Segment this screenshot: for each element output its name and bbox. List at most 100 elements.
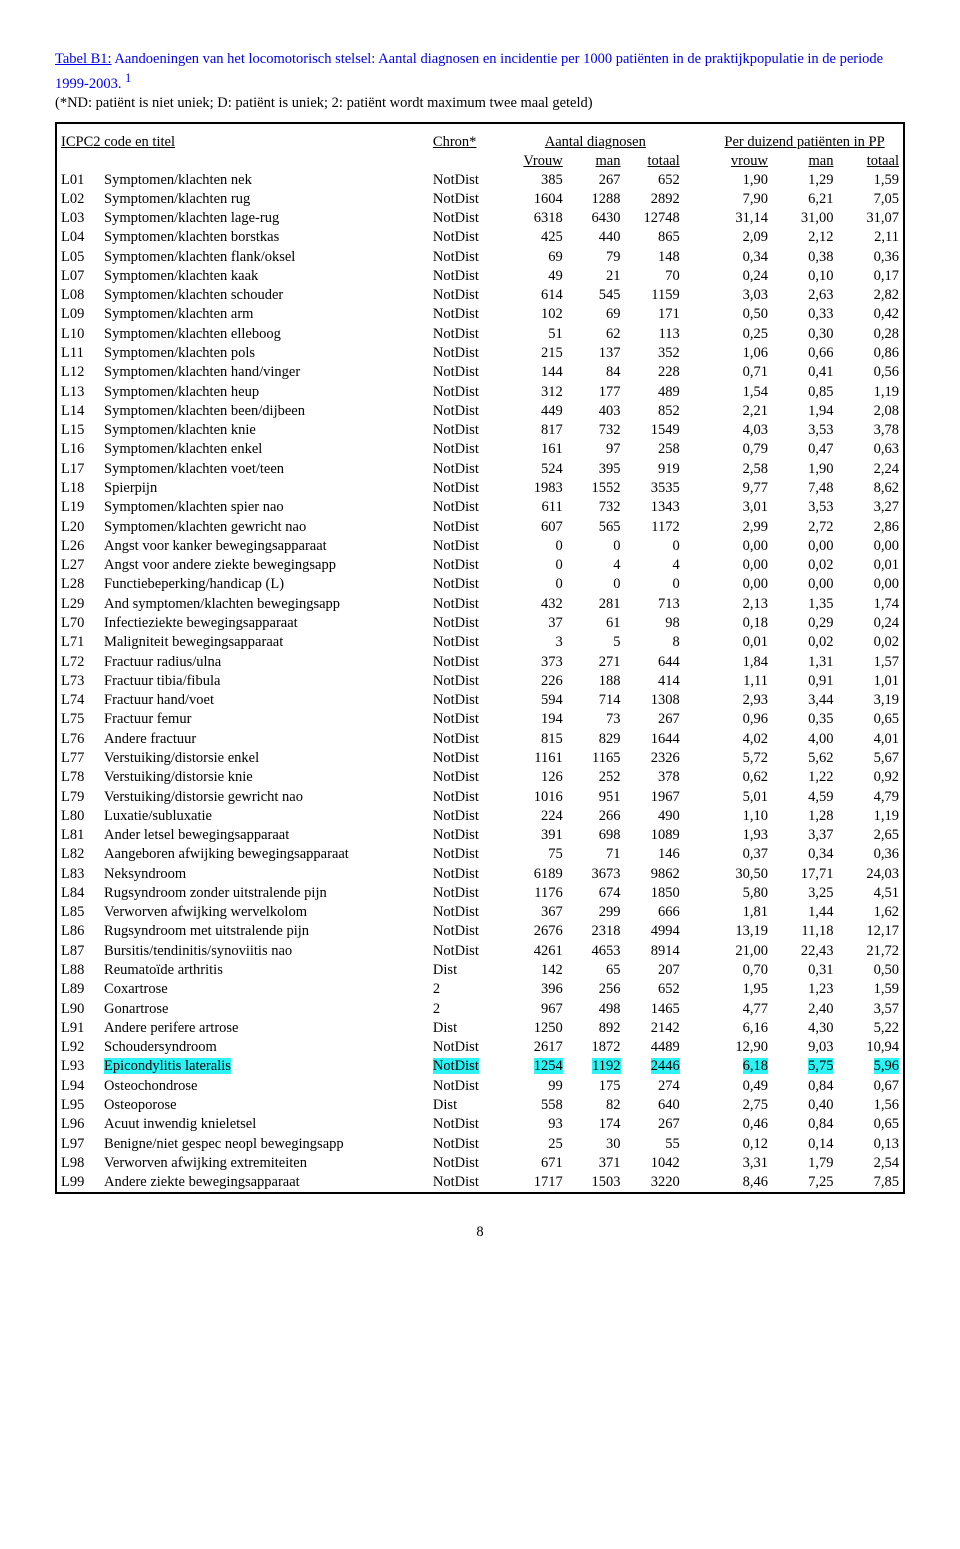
cell-totaal: 148 (625, 248, 684, 267)
cell-rate-man: 0,31 (772, 961, 837, 980)
cell-name: Schoudersyndroom (100, 1038, 429, 1057)
cell-code: L88 (57, 961, 100, 980)
cell-chron: NotDist (429, 286, 494, 305)
cell-rate-totaal: 1,62 (837, 903, 903, 922)
cell-totaal: 8 (625, 633, 684, 652)
cell-name: Acuut inwendig knieletsel (100, 1115, 429, 1134)
cell-rate-totaal: 21,72 (837, 942, 903, 961)
table-row: L79Verstuiking/distorsie gewricht naoNot… (57, 788, 903, 807)
table-row: L77Verstuiking/distorsie enkelNotDist116… (57, 749, 903, 768)
table-row: L76Andere fractuurNotDist81582916444,024… (57, 730, 903, 749)
cell-totaal: 919 (625, 460, 684, 479)
cell-man: 395 (567, 460, 625, 479)
cell-man: 545 (567, 286, 625, 305)
cell-rate-totaal: 2,54 (837, 1154, 903, 1173)
cell-rate-man: 7,48 (772, 479, 837, 498)
data-table-wrap: ICPC2 code en titel Chron* Aantal diagno… (55, 122, 905, 1195)
cell-totaal: 414 (625, 672, 684, 691)
title-rest: Aandoeningen van het locomotorisch stels… (55, 51, 883, 91)
cell-rate-totaal: 10,94 (837, 1038, 903, 1057)
cell-man: 3673 (567, 865, 625, 884)
cell-vrouw: 614 (507, 286, 567, 305)
cell-rate-vrouw: 2,13 (706, 595, 772, 614)
cell-name: Verstuiking/distorsie enkel (100, 749, 429, 768)
cell-vrouw: 49 (507, 267, 567, 286)
table-row: L90Gonartrose296749814654,772,403,57 (57, 1000, 903, 1019)
cell-rate-man: 1,44 (772, 903, 837, 922)
cell-man: 674 (567, 884, 625, 903)
cell-name: Neksyndroom (100, 865, 429, 884)
cell-man: 266 (567, 807, 625, 826)
cell-code: L15 (57, 421, 100, 440)
table-row: L80Luxatie/subluxatieNotDist2242664901,1… (57, 807, 903, 826)
cell-totaal: 70 (625, 267, 684, 286)
table-row: L93Epicondylitis lateralisNotDist1254119… (57, 1057, 903, 1076)
cell-name: Symptomen/klachten arm (100, 305, 429, 324)
cell-vrouw: 102 (507, 305, 567, 324)
cell-totaal: 1644 (625, 730, 684, 749)
cell-man: 21 (567, 267, 625, 286)
cell-name: Symptomen/klachten enkel (100, 440, 429, 459)
cell-rate-totaal: 1,56 (837, 1096, 903, 1115)
cell-man: 698 (567, 826, 625, 845)
cell-chron: NotDist (429, 344, 494, 363)
cell-rate-man: 0,33 (772, 305, 837, 324)
cell-name: Spierpijn (100, 479, 429, 498)
cell-rate-man: 11,18 (772, 922, 837, 941)
cell-code: L80 (57, 807, 100, 826)
cell-rate-vrouw: 2,75 (706, 1096, 772, 1115)
cell-chron: NotDist (429, 1173, 494, 1192)
cell-code: L89 (57, 980, 100, 999)
table-row: L15Symptomen/klachten knieNotDist8177321… (57, 421, 903, 440)
cell-rate-totaal: 0,67 (837, 1077, 903, 1096)
cell-rate-vrouw: 0,25 (706, 325, 772, 344)
table-row: L73Fractuur tibia/fibulaNotDist226188414… (57, 672, 903, 691)
cell-name: Symptomen/klachten spier nao (100, 498, 429, 517)
head-man1: man (567, 152, 625, 171)
cell-totaal: 0 (625, 537, 684, 556)
cell-rate-man: 17,71 (772, 865, 837, 884)
cell-rate-totaal: 3,19 (837, 691, 903, 710)
cell-totaal: 852 (625, 402, 684, 421)
cell-vrouw: 144 (507, 363, 567, 382)
table-row: L88Reumatoïde arthritisDist142652070,700… (57, 961, 903, 980)
cell-man: 137 (567, 344, 625, 363)
cell-rate-vrouw: 0,46 (706, 1115, 772, 1134)
cell-name: Fractuur radius/ulna (100, 653, 429, 672)
table-row: L17Symptomen/klachten voet/teenNotDist52… (57, 460, 903, 479)
cell-man: 732 (567, 498, 625, 517)
cell-code: L73 (57, 672, 100, 691)
cell-rate-man: 0,38 (772, 248, 837, 267)
cell-name: Andere perifere artrose (100, 1019, 429, 1038)
cell-man: 4653 (567, 942, 625, 961)
cell-chron: NotDist (429, 1154, 494, 1173)
cell-rate-vrouw: 0,79 (706, 440, 772, 459)
cell-totaal: 2142 (625, 1019, 684, 1038)
cell-name: Verstuiking/distorsie gewricht nao (100, 788, 429, 807)
cell-name: Symptomen/klachten borstkas (100, 228, 429, 247)
cell-rate-vrouw: 6,18 (706, 1057, 772, 1076)
cell-chron: NotDist (429, 383, 494, 402)
cell-rate-vrouw: 1,10 (706, 807, 772, 826)
cell-vrouw: 25 (507, 1135, 567, 1154)
cell-rate-man: 1,22 (772, 768, 837, 787)
cell-rate-vrouw: 2,93 (706, 691, 772, 710)
table-row: L95OsteoporoseDist558826402,750,401,56 (57, 1096, 903, 1115)
cell-rate-man: 3,53 (772, 498, 837, 517)
cell-code: L71 (57, 633, 100, 652)
table-head: ICPC2 code en titel Chron* Aantal diagno… (57, 124, 903, 171)
cell-rate-vrouw: 1,84 (706, 653, 772, 672)
cell-rate-totaal: 0,02 (837, 633, 903, 652)
cell-rate-vrouw: 0,96 (706, 710, 772, 729)
cell-chron: NotDist (429, 556, 494, 575)
cell-vrouw: 558 (507, 1096, 567, 1115)
cell-rate-totaal: 3,78 (837, 421, 903, 440)
cell-vrouw: 1250 (507, 1019, 567, 1038)
cell-code: L08 (57, 286, 100, 305)
cell-totaal: 113 (625, 325, 684, 344)
cell-chron: NotDist (429, 325, 494, 344)
cell-totaal: 55 (625, 1135, 684, 1154)
cell-name: Osteochondrose (100, 1077, 429, 1096)
cell-totaal: 228 (625, 363, 684, 382)
cell-rate-man: 3,25 (772, 884, 837, 903)
